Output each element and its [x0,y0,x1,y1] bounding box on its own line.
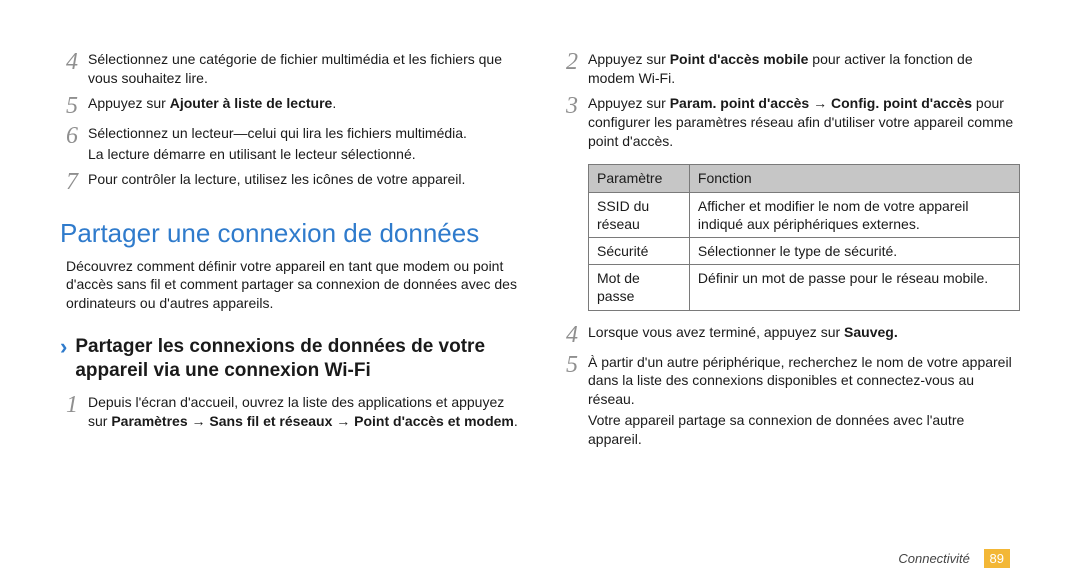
footer-section-name: Connectivité [898,551,970,566]
step-number: 7 [60,170,78,194]
right-column: 2 Appuyez sur Point d'accès mobile pour … [560,50,1020,556]
step-text-main: À partir d'un autre périphérique, recher… [588,354,1012,408]
step-5b: 5 À partir d'un autre périphérique, rech… [560,353,1020,449]
table-header-parameter: Paramètre [589,165,690,192]
table-cell: Sélectionner le type de sécurité. [689,238,1019,265]
footer-page-number: 89 [984,549,1010,568]
step-4: 4 Sélectionnez une catégorie de fichier … [60,50,520,88]
step-4b: 4 Lorsque vous avez terminé, appuyez sur… [560,323,1020,347]
table-cell: Sécurité [589,238,690,265]
table-row: Mot de passe Définir un mot de passe pou… [589,265,1020,310]
step-number: 6 [60,124,78,148]
left-steps-bottom: 1 Depuis l'écran d'accueil, ouvrez la li… [60,393,520,437]
step-number: 4 [560,323,578,347]
step-text: Lorsque vous avez terminé, appuyez sur S… [588,323,1020,342]
left-column: 4 Sélectionnez une catégorie de fichier … [60,50,520,556]
table-row: SSID du réseau Afficher et modifier le n… [589,192,1020,237]
subsection-heading-row: › Partager les connexions de données de … [60,335,520,383]
step-text: Pour contrôler la lecture, utilisez les … [88,170,520,189]
step-text-sub: Votre appareil partage sa connexion de d… [588,411,1020,449]
step-text: Sélectionnez une catégorie de fichier mu… [88,50,520,88]
step-text: Appuyez sur Param. point d'accès → Confi… [588,94,1020,151]
table-row: Sécurité Sélectionner le type de sécurit… [589,238,1020,265]
step-number: 3 [560,94,578,118]
chevron-right-icon: › [60,335,67,359]
step-number: 5 [560,353,578,377]
step-number: 2 [560,50,578,74]
step-number: 4 [60,50,78,74]
table-cell: Mot de passe [589,265,690,310]
step-text-main: Sélectionnez un lecteur—celui qui lira l… [88,125,467,141]
step-text: À partir d'un autre périphérique, recher… [588,353,1020,449]
subsection-heading: Partager les connexions de données de vo… [75,335,520,383]
step-text-sub: La lecture démarre en utilisant le lecte… [88,145,520,164]
step-text: Depuis l'écran d'accueil, ouvrez la list… [88,393,520,431]
section-intro: Découvrez comment définir votre appareil… [60,257,520,314]
parameters-table-wrapper: Paramètre Fonction SSID du réseau Affich… [588,156,1020,322]
table-cell: Afficher et modifier le nom de votre app… [689,192,1019,237]
step-7: 7 Pour contrôler la lecture, utilisez le… [60,170,520,194]
section-heading: Partager une connexion de données [60,218,520,249]
left-steps-top: 4 Sélectionnez une catégorie de fichier … [60,50,520,200]
step-text: Appuyez sur Point d'accès mobile pour ac… [588,50,1020,88]
step-1: 1 Depuis l'écran d'accueil, ouvrez la li… [60,393,520,431]
parameters-table: Paramètre Fonction SSID du réseau Affich… [588,164,1020,310]
step-6: 6 Sélectionnez un lecteur—celui qui lira… [60,124,520,164]
step-text: Appuyez sur Ajouter à liste de lecture. [88,94,520,113]
step-3: 3 Appuyez sur Param. point d'accès → Con… [560,94,1020,151]
step-2: 2 Appuyez sur Point d'accès mobile pour … [560,50,1020,88]
step-number: 5 [60,94,78,118]
right-steps-top: 2 Appuyez sur Point d'accès mobile pour … [560,50,1020,156]
step-number: 1 [60,393,78,417]
step-5: 5 Appuyez sur Ajouter à liste de lecture… [60,94,520,118]
table-header-function: Fonction [689,165,1019,192]
page-footer: Connectivité 89 [898,551,1010,566]
step-text: Sélectionnez un lecteur—celui qui lira l… [88,124,520,164]
table-cell: SSID du réseau [589,192,690,237]
right-steps-bottom: 4 Lorsque vous avez terminé, appuyez sur… [560,323,1020,455]
table-cell: Définir un mot de passe pour le réseau m… [689,265,1019,310]
